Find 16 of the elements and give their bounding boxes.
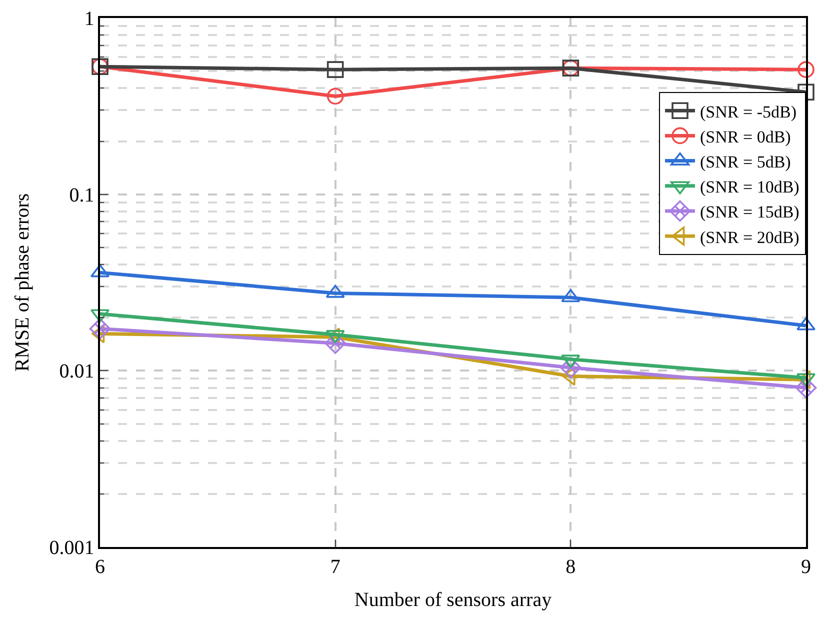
legend-label: (SNR = -5dB) [700,102,796,122]
y-axis-title: RMSE of phase errors [11,193,34,372]
legend-label: (SNR = 15dB) [700,202,800,222]
legend-label: (SNR = 10dB) [700,178,800,197]
y-tick-label: 0.001 [49,537,94,559]
legend-label: (SNR = 5dB) [700,152,791,172]
x-tick-label: 7 [330,556,340,578]
y-tick-label: 0.1 [69,184,94,206]
x-axis-title: Number of sensors array [354,588,552,611]
x-tick-label: 6 [95,556,105,578]
y-tick-label: 1 [84,8,94,30]
legend-label: (SNR = 0dB) [700,127,791,146]
x-tick-label: 9 [801,556,811,578]
legend-label: (SNR = 20dB) [700,228,800,247]
x-tick-label: 8 [566,556,576,578]
y-tick-label: 0.01 [59,360,94,383]
